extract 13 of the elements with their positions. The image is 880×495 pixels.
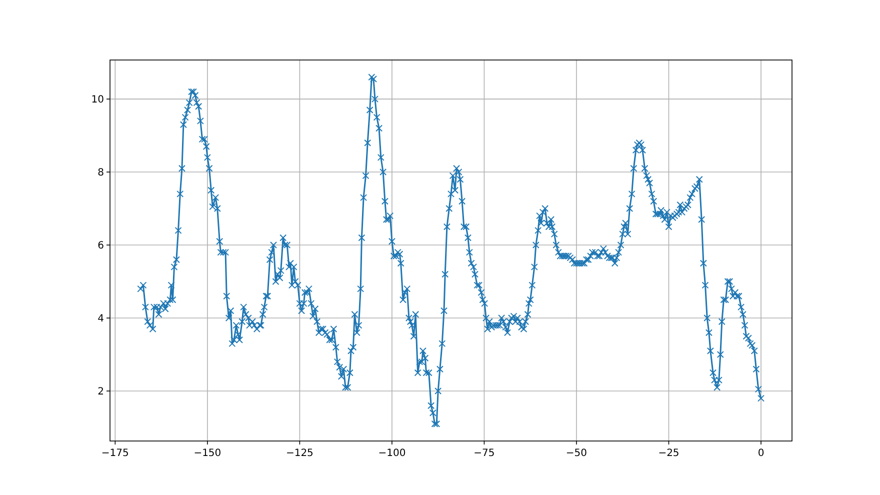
x-tick-label: −75 [474,448,495,459]
y-tick-label: 8 [98,168,104,179]
x-tick-label: −100 [378,448,406,459]
x-tick-label: −150 [194,448,222,459]
x-tick-label: −50 [566,448,588,459]
x-tick-label: −175 [101,448,129,459]
x-tick-label: −125 [286,448,314,459]
y-tick-label: 6 [98,240,104,252]
y-tick-label: 10 [91,94,104,106]
x-tick-label: −25 [658,448,680,459]
y-tick-label: 2 [98,386,104,398]
y-tick-label: 4 [98,314,104,325]
x-tick-label: 0 [758,448,764,459]
